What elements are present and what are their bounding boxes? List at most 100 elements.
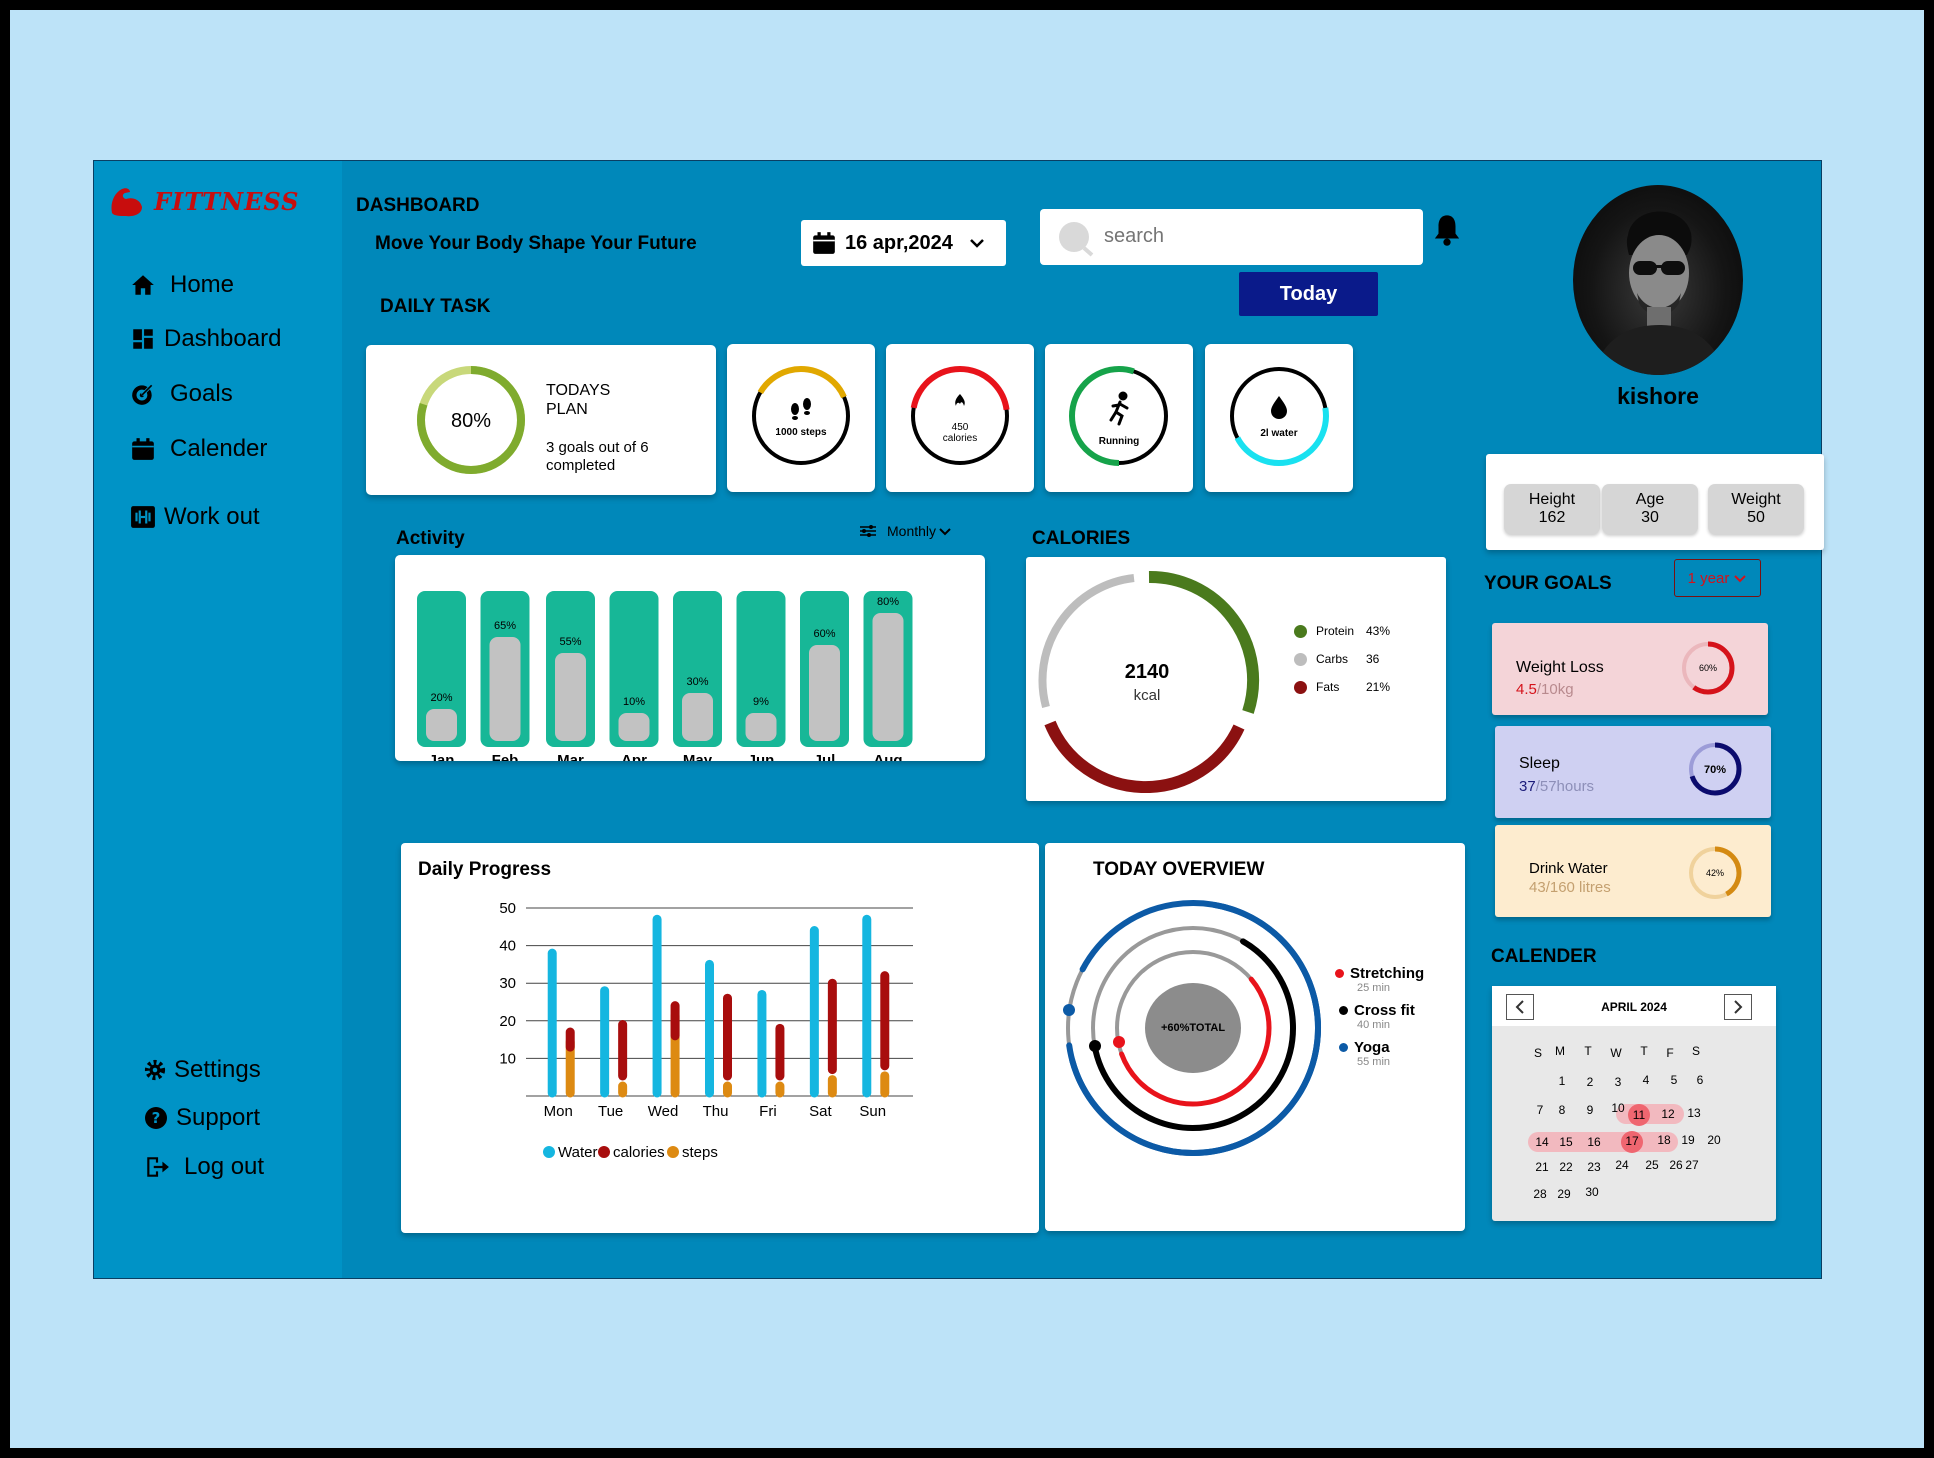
y-tick-label: 50 [499, 900, 516, 917]
plan-progress-ring: 80% [417, 366, 525, 474]
date-picker[interactable]: 16 apr,2024 [801, 220, 1006, 266]
legend-label: calories [613, 1144, 665, 1161]
calendar-day[interactable]: 19 [1681, 1133, 1695, 1147]
activity-filter-dropdown[interactable]: Monthly [859, 523, 952, 539]
calendar-day[interactable]: 10 [1611, 1101, 1625, 1115]
progress-group-thu: Thu [703, 959, 732, 1120]
x-tick-label: Sat [809, 1103, 832, 1120]
calendar-day[interactable]: 27 [1685, 1158, 1699, 1172]
sidebar-item-home[interactable]: Home [130, 271, 234, 299]
weekday-label: S [1691, 1044, 1700, 1058]
brand-logo[interactable]: FITTNESS [108, 183, 300, 219]
ring-marker-yoga [1063, 1004, 1075, 1016]
calendar-day[interactable]: 2 [1586, 1075, 1594, 1089]
calendar-day[interactable]: 1 [1558, 1074, 1566, 1088]
sidebar-item-dashboard[interactable]: Dashboard [130, 325, 281, 353]
activity-bar-fill [555, 653, 586, 741]
goal-card-weight-loss[interactable]: Weight Loss 4.5/10kg 60% [1492, 623, 1768, 715]
profile-name: kishore [1617, 383, 1699, 409]
legend-calories: calories [598, 1144, 665, 1161]
stat-weight: Weight 50 [1708, 484, 1804, 534]
ring-marker-stretching [1113, 1036, 1125, 1048]
x-tick-label: Thu [703, 1103, 729, 1120]
search-input[interactable] [1104, 221, 1404, 251]
activity-bar-apr: 10% Apr [609, 591, 659, 769]
calendar-widget: APRIL 2024 S M T W T F S 1 2 3 4 5 6 7 8… [1492, 986, 1776, 1221]
sidebar-item-workout[interactable]: Work out [130, 503, 260, 531]
calendar-day[interactable]: 17 [1625, 1134, 1639, 1148]
y-tick-label: 30 [499, 975, 516, 992]
search-bar[interactable] [1040, 209, 1423, 265]
task-card-steps[interactable]: 1000 steps [727, 344, 875, 492]
x-tick-label: Mon [544, 1103, 573, 1120]
running-icon [1109, 391, 1129, 426]
sidebar-item-goals[interactable]: Goals [130, 380, 233, 408]
calendar-day[interactable]: 24 [1615, 1158, 1629, 1172]
next-month-button[interactable] [1724, 994, 1752, 1020]
today-button[interactable]: Today [1239, 272, 1378, 316]
calendar-day[interactable]: 23 [1587, 1160, 1601, 1174]
sidebar-item-settings[interactable]: Settings [144, 1056, 261, 1084]
calendar-day[interactable]: 7 [1536, 1103, 1544, 1117]
calendar-day[interactable]: 13 [1687, 1106, 1701, 1120]
sidebar-item-logout[interactable]: Log out [144, 1153, 264, 1181]
calendar-day[interactable]: 3 [1614, 1075, 1622, 1089]
calendar-day[interactable]: 4 [1642, 1073, 1650, 1087]
calendar-day[interactable]: 26 [1669, 1158, 1683, 1172]
calendar-day[interactable]: 15 [1559, 1135, 1573, 1149]
task-label: 2l water [1260, 428, 1298, 439]
sidebar-item-support[interactable]: ? Support [144, 1104, 260, 1132]
sidebar-item-label: Log out [184, 1153, 265, 1180]
calendar-day[interactable]: 8 [1558, 1103, 1566, 1117]
goal-card-sleep[interactable]: Sleep 37/57hours 70% [1495, 726, 1771, 818]
goals-icon [132, 384, 153, 405]
daily-progress-title: Daily Progress [418, 859, 552, 880]
task-card-water[interactable]: 2l water [1205, 344, 1353, 492]
app-window: FITTNESS Home Dashboard Goals Calender W… [93, 160, 1824, 1279]
plan-desc: 3 goals out of 6 completed [546, 439, 649, 474]
donut-segment-protein [1148, 570, 1260, 714]
sidebar-item-label: Dashboard [164, 325, 282, 352]
task-label: 450 calories [942, 422, 978, 444]
calendar-icon [132, 438, 154, 460]
calendar-day[interactable]: 12 [1661, 1107, 1675, 1121]
goal-progress-ring: 60% [1681, 641, 1735, 695]
activity-bar-label: 30% [686, 676, 708, 688]
goal-progress-ring: 70% [1688, 742, 1742, 796]
calendar-day[interactable]: 28 [1533, 1187, 1547, 1201]
overview-legend: Stretching 25 min Cross fit 40 min Yoga … [1335, 965, 1424, 1068]
calendar-day[interactable]: 22 [1559, 1160, 1573, 1174]
calendar-day[interactable]: 6 [1696, 1073, 1704, 1087]
calendar-day[interactable]: 20 [1707, 1133, 1721, 1147]
water-drop-icon [1271, 396, 1287, 419]
calendar-today-marker [1621, 1131, 1643, 1153]
home-icon [132, 275, 154, 295]
calories-card: 2140 kcal Protein 43% Carbs 36 Fats 21% [1026, 557, 1446, 801]
goal-title: Drink Water [1529, 860, 1608, 877]
calendar-day[interactable]: 11 [1632, 1108, 1646, 1122]
activity-bar-mar: 55% Mar [546, 591, 595, 769]
goals-filter-dropdown[interactable]: 1 year [1674, 559, 1761, 597]
calendar-day[interactable]: 30 [1585, 1185, 1599, 1199]
sidebar-item-calender[interactable]: Calender [130, 435, 267, 463]
calendar-day[interactable]: 21 [1535, 1160, 1549, 1174]
sidebar-item-label: Calender [170, 435, 268, 462]
bell-icon[interactable] [1432, 213, 1462, 247]
calendar-day[interactable]: 9 [1586, 1103, 1594, 1117]
task-card-running[interactable]: Running [1045, 344, 1193, 492]
calendar-day[interactable]: 18 [1657, 1133, 1671, 1147]
legend-swatch [543, 1146, 555, 1158]
legend-sub: 25 min [1357, 982, 1391, 994]
goal-card-drink-water[interactable]: Drink Water 43/160 litres 42% [1495, 825, 1771, 917]
filter-icon [860, 525, 876, 537]
task-card-calories[interactable]: 450 calories [886, 344, 1034, 492]
ring-crossfit [1091, 938, 1296, 1131]
calendar-day[interactable]: 29 [1557, 1187, 1571, 1201]
calendar-day[interactable]: 16 [1587, 1135, 1601, 1149]
prev-month-button[interactable] [1506, 994, 1534, 1020]
calendar-day[interactable]: 25 [1645, 1158, 1659, 1172]
calendar-day[interactable]: 5 [1670, 1073, 1678, 1087]
calendar-day[interactable]: 14 [1535, 1135, 1549, 1149]
avatar[interactable] [1573, 185, 1743, 375]
task-label: 1000 steps [775, 427, 827, 438]
